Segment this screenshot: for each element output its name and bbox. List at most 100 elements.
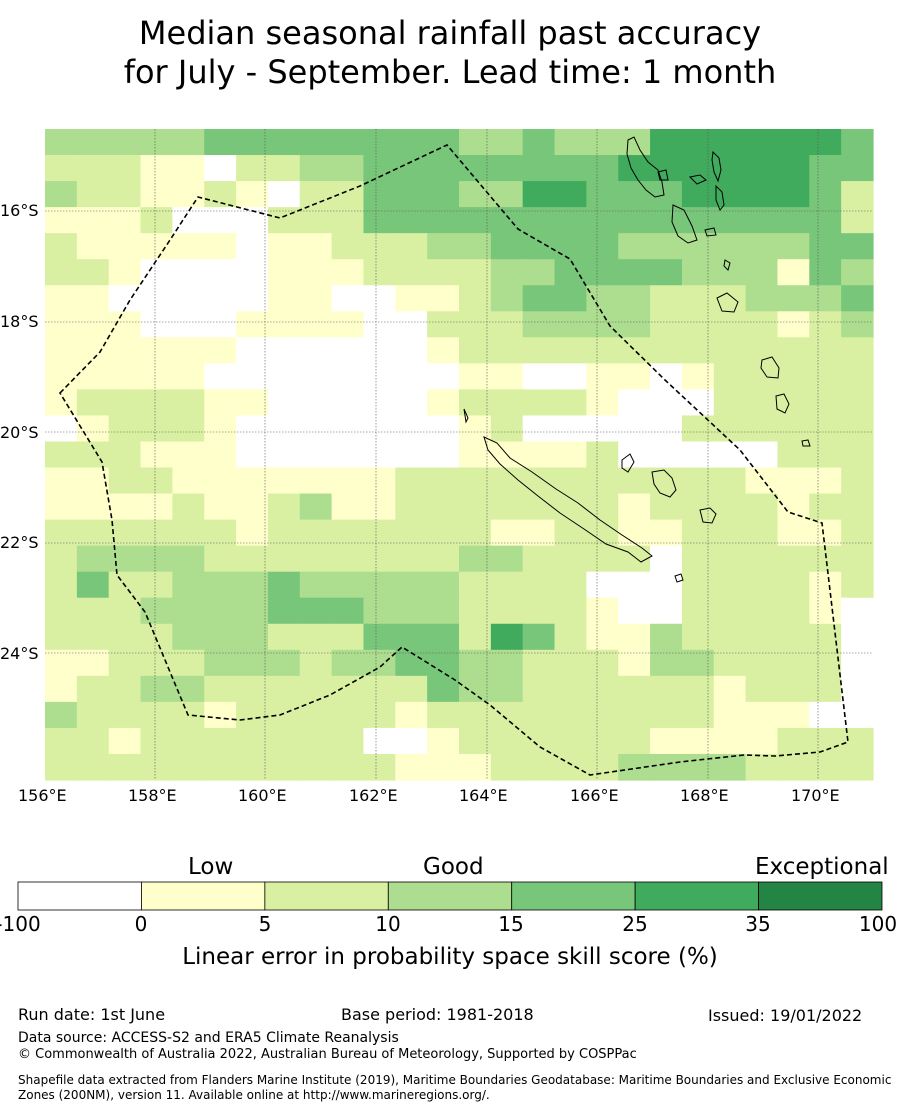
grid-cell [140,753,173,781]
colorbar-tick: 10 [375,912,401,936]
grid-cell [299,467,333,495]
grid-cell [172,259,205,286]
grid-cell [809,675,842,703]
grid-cell [395,233,428,260]
grid-cell [681,467,715,495]
grid-cell [841,545,874,573]
grid-cell [427,285,460,312]
grid-cell [331,259,365,286]
grid-cell [650,259,683,286]
grid-cell [363,675,396,703]
grid-cell [554,571,587,599]
grid-cell [586,467,619,495]
grid-cell [140,493,173,521]
grid-cell [45,649,78,677]
grid-cell [650,597,683,625]
grid-cell [490,233,524,260]
grid-cell [554,441,587,469]
grid-cell [777,675,810,703]
colorbar-tick: 35 [745,912,771,936]
grid-cell [331,727,365,755]
grid-cell [331,129,365,156]
grid-cell [681,571,715,599]
lon-label: 166°E [570,786,619,805]
grid-cell [363,415,396,443]
grid-cell [45,259,78,286]
grid-cell [76,519,110,547]
grid-cell [395,545,428,573]
grid-cell [299,233,333,260]
espiritu-santo [626,136,665,198]
grid-cell [745,181,779,208]
grid-cell [459,727,492,755]
grid-cell [777,155,810,182]
grid-cell [108,649,142,677]
grid-cell [45,337,78,364]
grid-cell [459,493,492,521]
grid-cell [650,623,683,651]
grid-cell [427,493,460,521]
grid-cell [427,701,460,729]
grid-cell [204,623,237,651]
lat-label: 20°S [0,423,39,442]
grid-cell [204,389,237,417]
grid-cell [586,753,619,781]
grid-cell [140,545,173,573]
grid-cell [299,311,333,338]
map-title-line-1: Median seasonal rainfall past accuracy [138,14,762,52]
grid-cell [618,389,651,417]
grid-cell [490,467,524,495]
grid-cell [395,337,428,364]
grid-cell [681,259,715,286]
grid-cell [363,649,396,677]
grid-cell [522,623,556,651]
grid-cell [427,571,460,599]
maritime-boundary-eez [58,144,849,776]
grid-cell [841,311,874,338]
grid-cell [331,337,365,364]
grid-cell [490,311,524,338]
grid-cell [45,363,78,390]
grid-cell [618,441,651,469]
grid-cell [681,363,715,390]
grid-cell [76,259,110,286]
grid-cell [586,441,619,469]
grid-cell [841,363,874,390]
grid-cell [172,129,205,156]
grid-cell [140,623,173,651]
grid-cell [363,129,396,156]
grid-cell [267,259,301,286]
grid-cell [76,675,110,703]
grid-cell [681,207,715,234]
grid-cell [236,467,269,495]
grid-cell [618,675,651,703]
grid-cell [108,623,142,651]
grid-cell [172,155,205,182]
grid-cell [76,311,110,338]
grid-cell [267,467,301,495]
grid-cell [777,233,810,260]
grid-cell [713,623,747,651]
grid-cell [299,545,333,573]
grid-cell [650,571,683,599]
grid-cell [267,129,301,156]
grid-cell [395,181,428,208]
grid-cell [299,389,333,417]
grid-cell [650,311,683,338]
grid-cell [108,701,142,729]
grid-cell [841,493,874,521]
grid-cell [777,207,810,234]
data-source: Data source: ACCESS-S2 and ERA5 Climate … [18,1030,399,1046]
colorbar-segment [758,881,883,911]
grid-cell [331,285,365,312]
colorbar-segment [264,881,389,911]
grid-cell [236,337,269,364]
grid-cell [395,415,428,443]
colorbar-tick: -100 [0,912,41,936]
grid-cell [618,337,651,364]
grid-cell [745,649,779,677]
colorbar-segment [387,881,513,911]
grid-cell [554,337,587,364]
grid-cell [586,389,619,417]
grid-cell [204,285,237,312]
